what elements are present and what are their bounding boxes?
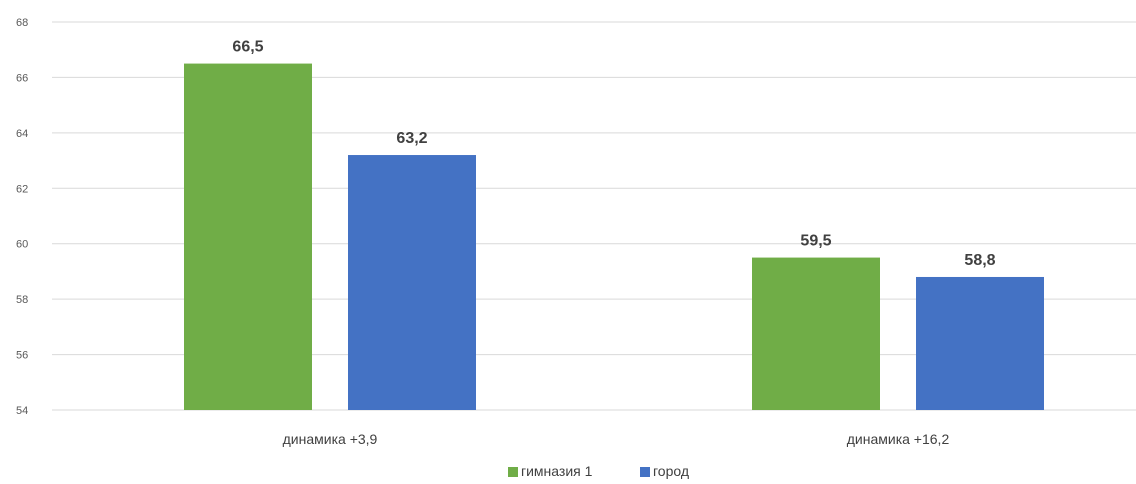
legend-swatch bbox=[640, 467, 650, 477]
data-label: 66,5 bbox=[232, 39, 263, 56]
legend-label: гимназия 1 bbox=[521, 463, 593, 479]
y-tick-label: 64 bbox=[16, 128, 28, 140]
y-tick-label: 58 bbox=[16, 294, 28, 306]
legend-item: город bbox=[640, 463, 689, 479]
x-tick-label: динамика +3,9 bbox=[283, 431, 378, 447]
bar bbox=[916, 276, 1044, 410]
data-label: 59,5 bbox=[800, 233, 831, 250]
legend-swatch bbox=[508, 467, 518, 477]
y-tick-label: 68 bbox=[16, 17, 28, 29]
bar bbox=[348, 155, 476, 410]
data-label: 58,8 bbox=[964, 252, 995, 269]
legend-item: гимназия 1 bbox=[508, 463, 593, 479]
bar bbox=[184, 63, 312, 410]
y-tick-label: 56 bbox=[16, 350, 28, 362]
bar bbox=[752, 257, 880, 410]
y-tick-label: 66 bbox=[16, 72, 28, 84]
data-label: 63,2 bbox=[396, 130, 427, 147]
y-tick-label: 60 bbox=[16, 239, 28, 251]
y-tick-label: 54 bbox=[16, 405, 28, 417]
y-tick-label: 62 bbox=[16, 183, 28, 195]
legend-label: город bbox=[653, 463, 689, 479]
x-tick-label: динамика +16,2 bbox=[847, 431, 950, 447]
